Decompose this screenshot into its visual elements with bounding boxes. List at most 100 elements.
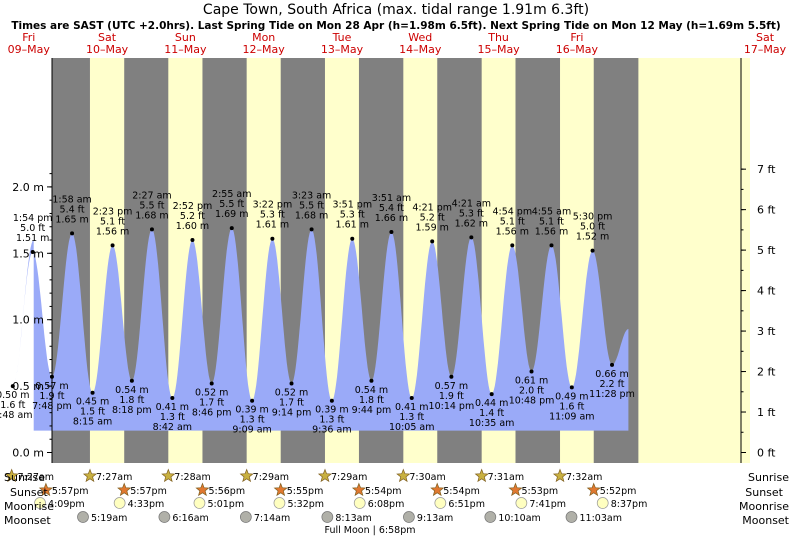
high-tide-label-b: 5.2 ft — [180, 211, 205, 222]
low-tide-label-b: 1.4 ft — [479, 408, 504, 419]
y-tick-label-ft: 6 ft — [757, 204, 776, 217]
sunrise-time: 7:30am — [409, 472, 445, 483]
sunset-star-icon — [38, 482, 53, 497]
sunrise-star-icon — [82, 468, 97, 483]
astro-rows: 7:27am 7:27am 7:28am 7:29am 7:29am 7:30am 7:31… — [4, 468, 648, 524]
low-tide-label-a: 0.54 m — [115, 385, 148, 396]
day-label-dow: Thu — [487, 31, 509, 44]
moonrise-time: 8:37pm — [611, 499, 648, 510]
y-tick-label-m: 1.5 m — [12, 247, 44, 260]
moonset-icon — [484, 511, 497, 523]
low-tide-label-a: 0.57 m — [435, 381, 468, 392]
sunrise-star-icon — [552, 468, 568, 483]
low-tide-label-a: 0.39 m — [315, 405, 348, 416]
moonrise-icon — [353, 497, 366, 509]
moonrise-time: 5:32pm — [287, 499, 324, 510]
moonrise-icon — [193, 497, 206, 509]
moonset-time: 11:03am — [580, 513, 622, 524]
high-tide-label-c: 1.59 m — [415, 222, 448, 233]
low-tide-label-a: 0.66 m — [595, 369, 628, 380]
high-tide-label-b: 5.5 ft — [299, 200, 324, 211]
low-tide-label-c: 10:05 am — [389, 422, 434, 433]
row-labels: Sunrise Sunset Moonrise Moonset Sunrise … — [4, 471, 790, 527]
day-label-dow: Tue — [332, 31, 352, 44]
low-tide-label-b: 1.3 ft — [240, 415, 265, 426]
high-tide-label-b: 5.1 ft — [500, 216, 525, 227]
moonset-icon — [321, 511, 334, 523]
high-tide-label-c: 1.62 m — [455, 218, 488, 229]
high-tide-point — [549, 243, 554, 248]
y-tick-label-ft: 4 ft — [757, 285, 776, 298]
high-tide-label-b: 5.1 ft — [100, 216, 125, 227]
high-tide-point — [149, 227, 154, 232]
day-label-date: 13–May — [321, 43, 364, 56]
y-tick-label-m: 2.0 m — [12, 181, 44, 194]
low-tide-label-c: 9:44 pm — [352, 405, 392, 416]
low-tide-label-c: 9:09 am — [232, 425, 271, 436]
day-label-dow: Sun — [175, 31, 196, 44]
low-tide-label-b: 1.9 ft — [439, 391, 464, 402]
sunrise-label-right: Sunrise — [748, 471, 789, 484]
high-tide-point — [510, 243, 515, 248]
high-tide-label-a: 4:54 pm — [492, 206, 532, 217]
low-tide-label-c: 9:14 pm — [272, 407, 312, 418]
high-tide-point — [350, 236, 355, 241]
day-label-dow: Mon — [252, 31, 275, 44]
moonrise-time: 4:33pm — [128, 499, 165, 510]
low-tide-label-a: 0.39 m — [235, 405, 268, 416]
high-tide-point — [190, 238, 195, 243]
low-tide-label-b: 1.8 ft — [359, 395, 384, 406]
high-tide-label-c: 1.61 m — [256, 220, 289, 231]
moonrise-icon — [596, 497, 609, 509]
low-tide-label-a: 0.44 m — [475, 398, 508, 409]
low-tide-point — [409, 396, 414, 401]
sunrise-star-icon — [474, 468, 489, 483]
low-tide-point — [289, 381, 294, 386]
y-tick-label-ft: 0 ft — [757, 447, 776, 460]
low-tide-label-b: 1.3 ft — [160, 412, 185, 423]
moonset-icon — [403, 511, 415, 523]
day-label-date: 17–May — [744, 43, 787, 56]
high-tide-label-b: 5.0 ft — [20, 223, 45, 234]
high-tide-label-a: 4:55 am — [532, 206, 571, 217]
high-tide-label-c: 1.65 m — [55, 214, 88, 225]
low-tide-label-a: 0.52 m — [195, 387, 228, 398]
low-tide-label-c: 8:46 pm — [192, 407, 232, 418]
sunset-star-icon — [430, 482, 445, 497]
sunset-time: 5:57pm — [130, 486, 167, 497]
sunset-time: 5:55pm — [287, 486, 324, 497]
high-tide-label-b: 5.2 ft — [420, 212, 445, 223]
low-tide-label-c: 7:48 am — [0, 410, 33, 421]
sunrise-time: 7:27am — [96, 472, 132, 483]
sunrise-star-icon — [4, 468, 19, 483]
day-label-dow: Sat — [756, 31, 775, 44]
low-tide-label-a: 0.41 m — [156, 402, 189, 413]
high-tide-label-c: 1.60 m — [176, 221, 209, 232]
low-tide-label-a: 0.41 m — [395, 402, 428, 413]
moonset-time: 10:10am — [498, 513, 540, 524]
low-tide-label-b: 1.8 ft — [119, 395, 144, 406]
high-tide-label-b: 5.3 ft — [260, 210, 285, 221]
sunset-label-left: Sunset — [10, 486, 48, 499]
moonset-label-left: Moonset — [4, 514, 51, 527]
high-tide-label-b: 5.1 ft — [539, 216, 564, 227]
moonset-time: 9:13am — [417, 513, 453, 524]
moonset-icon — [239, 511, 252, 523]
moonrise-icon — [515, 497, 528, 509]
sunrise-star-icon — [161, 468, 176, 483]
moonset-time: 7:14am — [254, 513, 290, 524]
high-tide-label-b: 5.3 ft — [340, 210, 365, 221]
tide-area — [12, 228, 629, 431]
high-tide-label-a: 4:21 am — [452, 198, 491, 209]
high-tide-label-a: 3:51 am — [372, 193, 411, 204]
low-tide-label-c: 11:28 pm — [589, 389, 635, 400]
low-tide-label-c: 9:36 am — [312, 425, 351, 436]
high-tide-label-c: 1.51 m — [16, 233, 49, 244]
y-tick-label-ft: 3 ft — [757, 325, 776, 338]
low-tide-label-b: 1.7 ft — [279, 397, 304, 408]
high-tide-label-c: 1.56 m — [496, 226, 529, 237]
low-tide-point — [489, 392, 494, 397]
low-tide-label-c: 10:35 am — [469, 418, 514, 429]
moonrise-time: 4:09pm — [48, 499, 85, 510]
day-labels: Fri09–MaySat10–MaySun11–MayMon12–MayTue1… — [8, 31, 787, 56]
